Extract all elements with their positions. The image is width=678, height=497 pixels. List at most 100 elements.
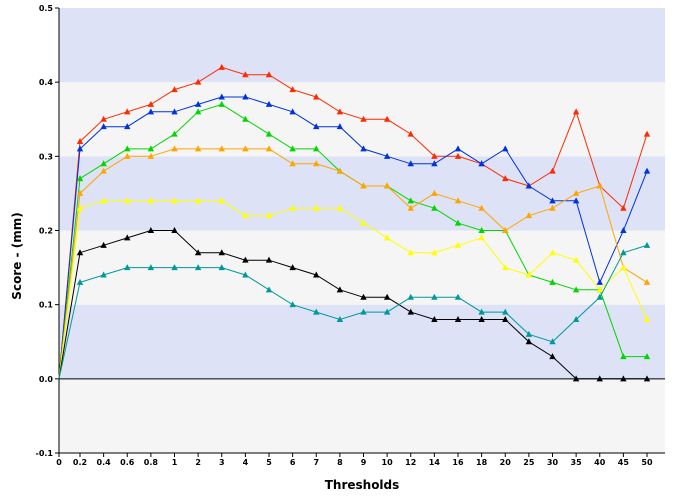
data-point-marker (218, 63, 225, 70)
x-tick-label: 12 (405, 458, 416, 467)
x-tick-label: 5 (266, 458, 272, 467)
data-point-marker (454, 152, 462, 159)
data-point-marker (336, 123, 344, 130)
x-tick-label: 14 (429, 458, 441, 467)
data-point-marker (383, 182, 391, 189)
x-tick-label: 25 (523, 458, 535, 467)
y-axis: -0.1 0.0 0.1 0.2 0.3 0.4 0.5 (36, 4, 60, 458)
data-point-marker (194, 249, 202, 256)
data-point-marker (360, 219, 367, 226)
data-point-marker (572, 316, 580, 322)
data-point-marker (360, 145, 367, 152)
data-point-marker (383, 152, 391, 159)
series-line (58, 66, 648, 379)
data-point-marker (265, 71, 273, 78)
data-point-marker (407, 204, 414, 211)
data-point-marker (596, 278, 603, 285)
data-point-marker (572, 256, 580, 263)
y-tick-label: -0.1 (36, 449, 54, 458)
data-point-marker (620, 249, 627, 256)
x-tick-label: 40 (594, 458, 606, 467)
data-point-marker (242, 145, 249, 152)
data-point-marker (100, 197, 107, 204)
data-point-marker (171, 130, 178, 137)
x-tick-label: 0.6 (120, 458, 135, 467)
data-point-marker (289, 86, 296, 93)
data-point-marker (596, 182, 603, 189)
series-4 (58, 197, 651, 379)
data-point-marker (147, 100, 155, 107)
data-point-marker (124, 123, 131, 130)
data-point-marker (194, 78, 202, 85)
data-point-marker (478, 308, 485, 315)
data-point-marker (289, 145, 296, 152)
data-point-marker (194, 108, 202, 115)
data-point-marker (431, 204, 438, 211)
x-axis-title: Thresholds (325, 478, 400, 492)
data-point-marker (218, 197, 225, 204)
data-point-marker (124, 264, 131, 271)
data-point-marker (147, 227, 155, 233)
data-point-marker (407, 293, 414, 300)
data-point-marker (549, 353, 556, 360)
data-point-marker (549, 249, 556, 256)
data-point-marker (289, 160, 296, 167)
series-line (58, 200, 648, 379)
data-point-marker (620, 227, 627, 233)
data-point-marker (289, 264, 296, 271)
data-point-marker (265, 212, 273, 219)
data-point-marker (76, 204, 84, 211)
data-point-marker (407, 308, 414, 315)
data-point-marker (454, 316, 462, 322)
data-point-marker (431, 293, 438, 300)
data-point-marker (502, 316, 509, 322)
data-point-marker (454, 145, 462, 152)
data-point-marker (313, 308, 320, 315)
series-5 (58, 227, 651, 382)
data-point-marker (265, 145, 273, 152)
x-tick-label: 18 (476, 458, 488, 467)
data-point-marker (643, 167, 651, 174)
x-axis: 0 0.2 0.4 0.6 0.8 1 2 3 4 5 6 7 8 9 10 12 14 16 18 20 25 30 35… (56, 452, 665, 467)
series-line (58, 148, 648, 379)
data-point-marker (100, 160, 107, 167)
data-point-marker (643, 353, 651, 360)
data-point-marker (218, 145, 225, 152)
data-point-marker (407, 160, 414, 167)
data-point-marker (502, 145, 509, 152)
data-point-marker (313, 271, 320, 278)
background-band (59, 378, 665, 453)
data-point-marker (502, 175, 509, 182)
data-point-marker (572, 375, 580, 382)
x-tick-label: 3 (219, 458, 225, 467)
data-point-marker (431, 160, 438, 167)
data-point-marker (171, 197, 178, 204)
data-point-marker (100, 241, 107, 248)
data-point-marker (383, 308, 391, 315)
y-tick-label: 0.2 (39, 227, 53, 236)
data-point-marker (431, 152, 438, 159)
data-point-marker (360, 182, 367, 189)
data-point-marker (242, 212, 249, 219)
x-tick-label: 45 (618, 458, 630, 467)
data-point-marker (525, 330, 533, 337)
data-point-marker (76, 189, 84, 196)
x-tick-label: 10 (382, 458, 394, 467)
data-point-marker (147, 108, 155, 115)
data-point-marker (643, 375, 651, 382)
data-point-marker (383, 115, 391, 122)
data-point-marker (454, 241, 462, 248)
data-point-marker (313, 160, 320, 167)
series-layer (58, 63, 651, 382)
data-point-marker (313, 93, 320, 100)
x-tick-label: 4 (243, 458, 249, 467)
data-point-marker (407, 197, 414, 204)
x-tick-label: 0.8 (144, 458, 159, 467)
data-point-marker (147, 152, 155, 159)
data-point-marker (454, 219, 462, 226)
data-point-marker (194, 264, 202, 271)
data-point-marker (478, 227, 485, 233)
data-point-marker (643, 316, 651, 322)
data-point-marker (336, 108, 344, 115)
